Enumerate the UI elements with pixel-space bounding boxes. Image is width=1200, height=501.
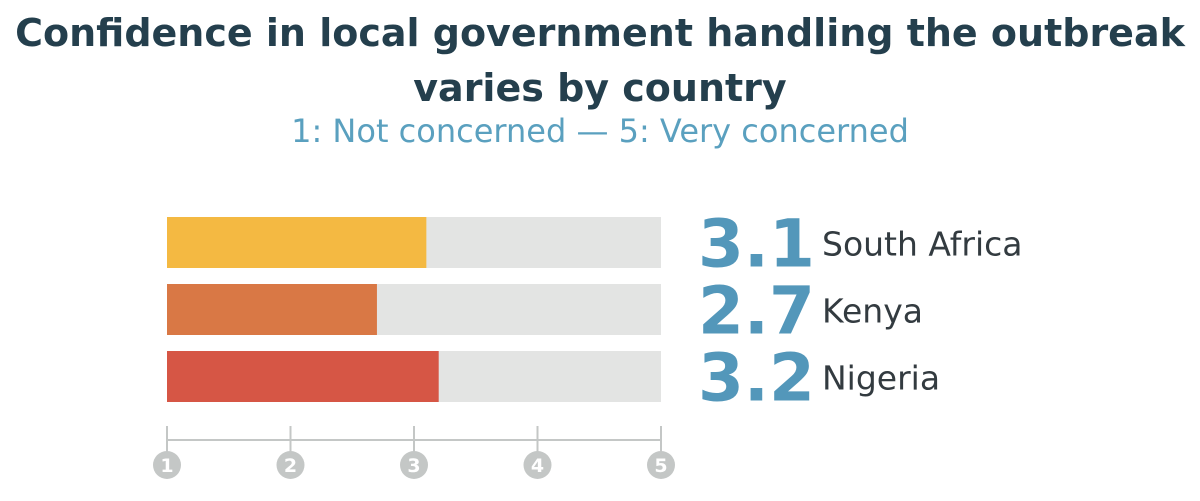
chart-subtitle: 1: Not concerned — 5: Very concerned [291,112,909,150]
x-tick-label-3: 3 [407,455,420,477]
value-label-kenya: 2.7 [698,273,815,350]
bar-south-africa [167,217,427,268]
category-label-nigeria: Nigeria [822,359,940,398]
x-tick-marker-4 [523,451,552,479]
bar-nigeria [167,351,439,402]
x-tick-marker-3 [400,451,428,479]
category-label-south-africa: South Africa [822,225,1023,264]
x-tick-label-5: 5 [654,455,667,477]
x-tick-label-4: 4 [531,455,544,477]
x-tick-marker-5 [647,451,675,479]
x-tick-label-1: 1 [160,455,173,477]
x-tick-marker-2 [276,451,305,479]
x-tick-marker-1 [153,451,181,479]
value-label-nigeria: 3.2 [698,340,815,417]
value-label-south-africa: 3.1 [698,206,815,283]
x-tick-label-2: 2 [284,455,297,477]
category-label-kenya: Kenya [822,292,923,331]
bar-kenya [167,284,377,335]
chart-title: Confidence in local government handling … [15,11,1185,110]
